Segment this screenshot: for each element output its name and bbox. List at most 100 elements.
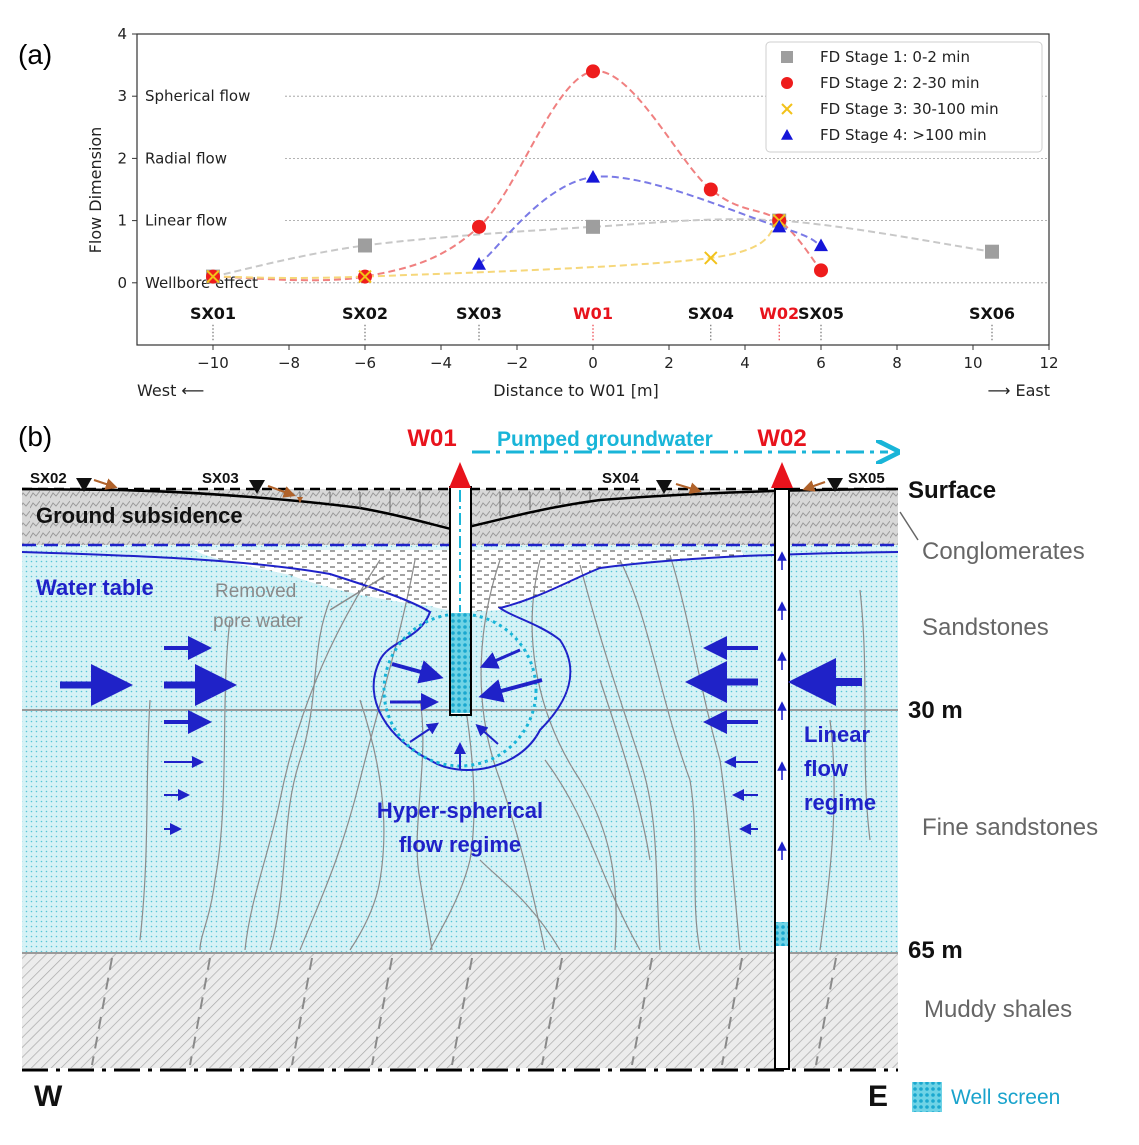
data-point xyxy=(781,129,793,140)
site-label: SX06 xyxy=(969,304,1015,323)
legend: FD Stage 1: 0-2 min FD Stage 2: 2-30 min F… xyxy=(765,41,1043,153)
w01-well-screen xyxy=(451,613,470,713)
flow-level-label: Linear flow xyxy=(145,212,227,230)
data-point xyxy=(472,219,486,234)
x-tick-label: 2 xyxy=(664,354,674,372)
fine-sandstones-label: Fine sandstones xyxy=(922,814,1098,841)
data-point xyxy=(586,219,600,234)
w02-marker xyxy=(771,462,793,488)
series-curve xyxy=(212,70,822,282)
svg-text:SX05: SX05 xyxy=(848,470,885,487)
east-direction-label: ⟶ East xyxy=(987,381,1050,400)
data-point xyxy=(358,269,372,284)
site-label: W01 xyxy=(573,304,613,323)
data-point xyxy=(814,263,828,278)
removed-pore-water-line1: Removed xyxy=(215,581,296,602)
y-tick-label: 4 xyxy=(117,25,127,43)
data-point xyxy=(703,182,718,197)
w01-marker xyxy=(449,462,471,488)
muddy-shales-label: Muddy shales xyxy=(924,996,1072,1023)
cross-section: SX02 SX03 SX04 SX05 W01 Pumped groundwat… xyxy=(21,425,1098,1113)
station-sx04: SX04 xyxy=(602,470,702,495)
depth-30m-label: 30 m xyxy=(908,697,963,724)
w02-label: W02 xyxy=(757,425,806,452)
muddy-shales-layer xyxy=(22,953,898,1068)
pumped-groundwater-label: Pumped groundwater xyxy=(497,428,713,451)
east-label: E xyxy=(868,1080,888,1113)
site-label: W02 xyxy=(759,304,799,323)
site-label: SX01 xyxy=(190,304,236,323)
data-point xyxy=(206,269,220,284)
x-tick-label: −2 xyxy=(506,354,528,372)
data-point xyxy=(586,170,600,183)
x-tick-label: 6 xyxy=(816,354,826,372)
flow-level-label: Radial flow xyxy=(145,149,227,167)
east-inflow-arrows xyxy=(685,636,862,835)
x-tick-label: −6 xyxy=(354,354,376,372)
y-tick-label: 0 xyxy=(117,274,127,292)
ground-subsidence-label: Ground subsidence xyxy=(36,503,243,528)
w02-well-screen xyxy=(776,922,788,946)
x-tick-label: 4 xyxy=(740,354,750,372)
well-screen-legend-swatch xyxy=(912,1082,942,1112)
data-point xyxy=(985,244,999,259)
series-curve xyxy=(212,218,993,278)
conglomerates-pointer xyxy=(899,511,919,541)
station-sx02: SX02 xyxy=(30,470,118,492)
y-tick-label: 1 xyxy=(117,212,127,230)
x-tick-label: −8 xyxy=(278,354,300,372)
linear-regime-line1: Linear xyxy=(804,722,870,747)
data-point xyxy=(781,51,793,63)
svg-text:SX02: SX02 xyxy=(30,470,67,487)
legend-entry: FD Stage 4: >100 min xyxy=(820,126,987,144)
x-tick-label: 12 xyxy=(1039,354,1058,372)
water-table-label: Water table xyxy=(36,575,154,600)
w01-label: W01 xyxy=(407,425,456,452)
x-tick-label: 10 xyxy=(963,354,982,372)
x-tick-label: −4 xyxy=(430,354,452,372)
flow-dimension-chart: Wellbore effect Linear flow Radial flow Sph… xyxy=(86,25,1059,400)
linear-regime-line3: regime xyxy=(804,790,876,815)
series-curve xyxy=(478,175,822,265)
data-point xyxy=(772,219,787,233)
data-point xyxy=(586,64,600,79)
linear-regime-line2: flow xyxy=(804,756,849,781)
hyper-spherical-line1: Hyper-spherical xyxy=(377,798,543,823)
data-point xyxy=(358,238,372,253)
station-sx05: SX05 xyxy=(802,470,885,492)
x-axis-label: Distance to W01 [m] xyxy=(493,381,659,400)
legend-entry: FD Stage 3: 30-100 min xyxy=(820,100,999,118)
data-point xyxy=(814,238,828,252)
data-point xyxy=(781,77,793,89)
depth-65m-label: 65 m xyxy=(908,937,963,964)
site-label: SX04 xyxy=(688,304,734,323)
well-screen-legend-label: Well screen xyxy=(951,1086,1060,1109)
legend-entry: FD Stage 2: 2-30 min xyxy=(820,74,980,92)
drawdown-water-table xyxy=(21,551,899,771)
flow-level-label: Wellbore effect xyxy=(145,274,258,292)
west-direction-label: West ⟵ xyxy=(137,381,204,400)
west-label: W xyxy=(34,1080,63,1113)
svg-text:SX04: SX04 xyxy=(602,470,639,487)
site-label: SX02 xyxy=(342,304,388,323)
x-tick-label: −10 xyxy=(197,354,229,372)
data-point xyxy=(781,103,793,115)
removed-pore-water-line2: pore water xyxy=(213,611,303,632)
x-tick-label: 0 xyxy=(588,354,598,372)
y-tick-label: 3 xyxy=(117,87,127,105)
conglomerates-label: Conglomerates xyxy=(922,538,1085,565)
converging-arrows xyxy=(390,648,543,770)
legend-entry: FD Stage 1: 0-2 min xyxy=(820,48,970,66)
subsidence-arrows xyxy=(297,492,591,518)
flow-level-label: Spherical flow xyxy=(145,87,250,105)
fractures xyxy=(139,554,871,951)
sandstones-label: Sandstones xyxy=(922,614,1049,641)
site-label: SX05 xyxy=(798,304,844,323)
station-sx03: SX03 xyxy=(202,470,296,498)
y-axis-label: Flow Dimension xyxy=(86,127,105,254)
west-inflow-arrows xyxy=(60,636,237,835)
surface-label: Surface xyxy=(908,477,996,504)
x-tick-label: 8 xyxy=(892,354,902,372)
y-tick-label: 2 xyxy=(117,149,127,167)
